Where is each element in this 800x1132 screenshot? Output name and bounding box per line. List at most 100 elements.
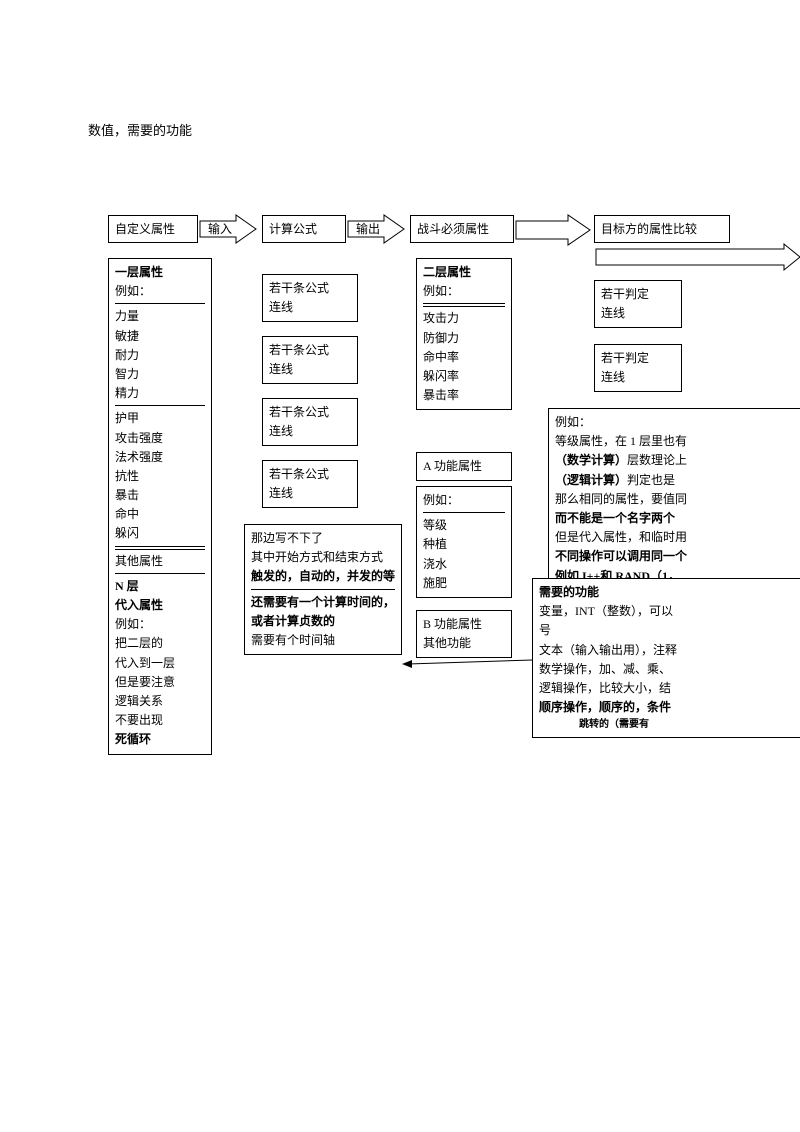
a-eg: 例如：: [423, 491, 505, 510]
col3-l1: 攻击力: [423, 309, 505, 328]
col3-l3: 命中率: [423, 348, 505, 367]
a4: 施肥: [423, 574, 505, 593]
col1-l9: 抗性: [115, 467, 205, 486]
col1-other: 其他属性: [115, 552, 205, 571]
col3-h1: 二层属性: [423, 263, 505, 282]
col1-l7: 攻击强度: [115, 429, 205, 448]
a1: 等级: [423, 516, 505, 535]
judge-box-2: 若干判定 连线: [594, 344, 682, 392]
arrow-to-compare: [514, 213, 592, 253]
arrow-label: 输入: [208, 221, 232, 236]
col1-n5: 不要出现: [115, 711, 205, 730]
formula-box-4: 若干条公式 连线: [262, 460, 358, 508]
col1-l3: 耐力: [115, 346, 205, 365]
eg4: 那么相同的属性，要值同: [555, 490, 794, 509]
col3-a-title-box: A 功能属性: [416, 452, 512, 481]
flow-node-label: 自定义属性: [115, 222, 175, 236]
arrow-output: 输出: [346, 213, 406, 245]
col1-nlayer1: N 层: [115, 577, 205, 596]
col1-nlayer2: 代入属性: [115, 596, 205, 615]
col1-l11: 命中: [115, 505, 205, 524]
col1-l12: 躲闪: [115, 524, 205, 543]
col3-layer2-box: 二层属性 例如： 攻击力 防御力 命中率 躲闪率 暴击率: [416, 258, 512, 410]
col1-l2: 敏捷: [115, 327, 205, 346]
need5: 顺序操作，顺序的，条件: [539, 698, 794, 717]
flow-node-label: 计算公式: [269, 222, 317, 236]
need6: 跳转的（需要有: [539, 717, 794, 733]
need1b: 号: [539, 621, 794, 640]
col1-eg: 例如：: [115, 282, 205, 301]
divider: [115, 405, 205, 407]
need2: 文本（输入输出用），注释: [539, 641, 794, 660]
col4-needs-box: 需要的功能 变量，INT（整数），可以 号 文本（输入输出用），注释 数学操作，…: [532, 578, 800, 738]
formula-box-3: 若干条公式 连线: [262, 398, 358, 446]
b-title: B 功能属性: [423, 615, 505, 634]
eg7: 不同操作可以调用同一个: [555, 547, 794, 566]
col1-l10: 暴击: [115, 486, 205, 505]
eg6: 但是代入属性，和临时用: [555, 528, 794, 547]
divider: [251, 589, 395, 591]
divider: [115, 573, 205, 575]
eg2: （数学计算）层数理论上: [555, 451, 794, 470]
col1-n4: 逻辑关系: [115, 692, 205, 711]
col3-l4: 躲闪率: [423, 367, 505, 386]
note3: 触发的，自动的，并发的等: [251, 567, 395, 586]
col1-n6: 死循环: [115, 730, 205, 749]
col1-l6: 护甲: [115, 409, 205, 428]
col1-l4: 智力: [115, 365, 205, 384]
need-h: 需要的功能: [539, 583, 794, 602]
judge-box-1: 若干判定 连线: [594, 280, 682, 328]
flow-node-compare: 目标方的属性比较: [594, 215, 730, 243]
col4-example-box: 例如： 等级属性，在 1 层里也有 （数学计算）层数理论上 （逻辑计算）判定也是…: [548, 408, 800, 591]
eg3: （逻辑计算）判定也是: [555, 471, 794, 490]
note4: 还需要有一个计算时间的，或者计算贞数的: [251, 593, 395, 631]
divider: [115, 303, 205, 305]
need4: 逻辑操作，比较大小，结: [539, 679, 794, 698]
flow-node-label: 目标方的属性比较: [601, 222, 697, 236]
col1-neg: 例如：: [115, 615, 205, 634]
col1-layer1-box: 一层属性 例如： 力量 敏捷 耐力 智力 精力 护甲 攻击强度 法术强度 抗性 …: [108, 258, 212, 755]
formula-box-2: 若干条公式 连线: [262, 336, 358, 384]
col1-l1: 力量: [115, 307, 205, 326]
flow-node-combat-attr: 战斗必须属性: [410, 215, 514, 243]
a3: 浇水: [423, 555, 505, 574]
col1-l8: 法术强度: [115, 448, 205, 467]
col3-a-box: 例如： 等级 种植 浇水 施肥: [416, 486, 512, 598]
note1: 那边写不下了: [251, 529, 395, 548]
col3-l5: 暴击率: [423, 386, 505, 405]
arrow-label: 输出: [356, 221, 380, 236]
col1-l5: 精力: [115, 384, 205, 403]
col3-eg: 例如：: [423, 282, 505, 301]
eg1: 等级属性，在 1 层里也有: [555, 432, 794, 451]
divider: [115, 546, 205, 550]
flow-node-formula: 计算公式: [262, 215, 346, 243]
col1-n1: 把二层的: [115, 634, 205, 653]
note2: 其中开始方式和结束方式: [251, 548, 395, 567]
need3: 数学操作，加、减、乘、: [539, 660, 794, 679]
need1: 变量，INT（整数），可以: [539, 602, 794, 621]
eg5: 而不能是一个名字两个: [555, 509, 794, 528]
a-title: A 功能属性: [423, 459, 482, 473]
note5: 需要有个时间轴: [251, 631, 395, 650]
a2: 种植: [423, 535, 505, 554]
col2-note-box: 那边写不下了 其中开始方式和结束方式 触发的，自动的，并发的等 还需要有一个计算…: [244, 524, 402, 655]
eg-h: 例如：: [555, 413, 794, 432]
col1-n2: 代入到一层: [115, 654, 205, 673]
formula-text: 若干条公式 连线: [269, 281, 329, 314]
formula-text: 若干条公式 连线: [269, 343, 329, 376]
divider: [423, 303, 505, 307]
arrow-needs-to-note: [402, 650, 536, 670]
flow-node-custom-attr: 自定义属性: [108, 215, 198, 243]
judge-text: 若干判定 连线: [601, 287, 649, 320]
arrow-input: 输入: [198, 213, 258, 245]
judge-text: 若干判定 连线: [601, 351, 649, 384]
formula-text: 若干条公式 连线: [269, 467, 329, 500]
page-title: 数值，需要的功能: [88, 120, 192, 139]
formula-box-1: 若干条公式 连线: [262, 274, 358, 322]
formula-text: 若干条公式 连线: [269, 405, 329, 438]
arrow-out-compare: [594, 243, 794, 279]
col1-n3: 但是要注意: [115, 673, 205, 692]
divider: [423, 512, 505, 514]
col1-h1: 一层属性: [115, 263, 205, 282]
col3-l2: 防御力: [423, 329, 505, 348]
